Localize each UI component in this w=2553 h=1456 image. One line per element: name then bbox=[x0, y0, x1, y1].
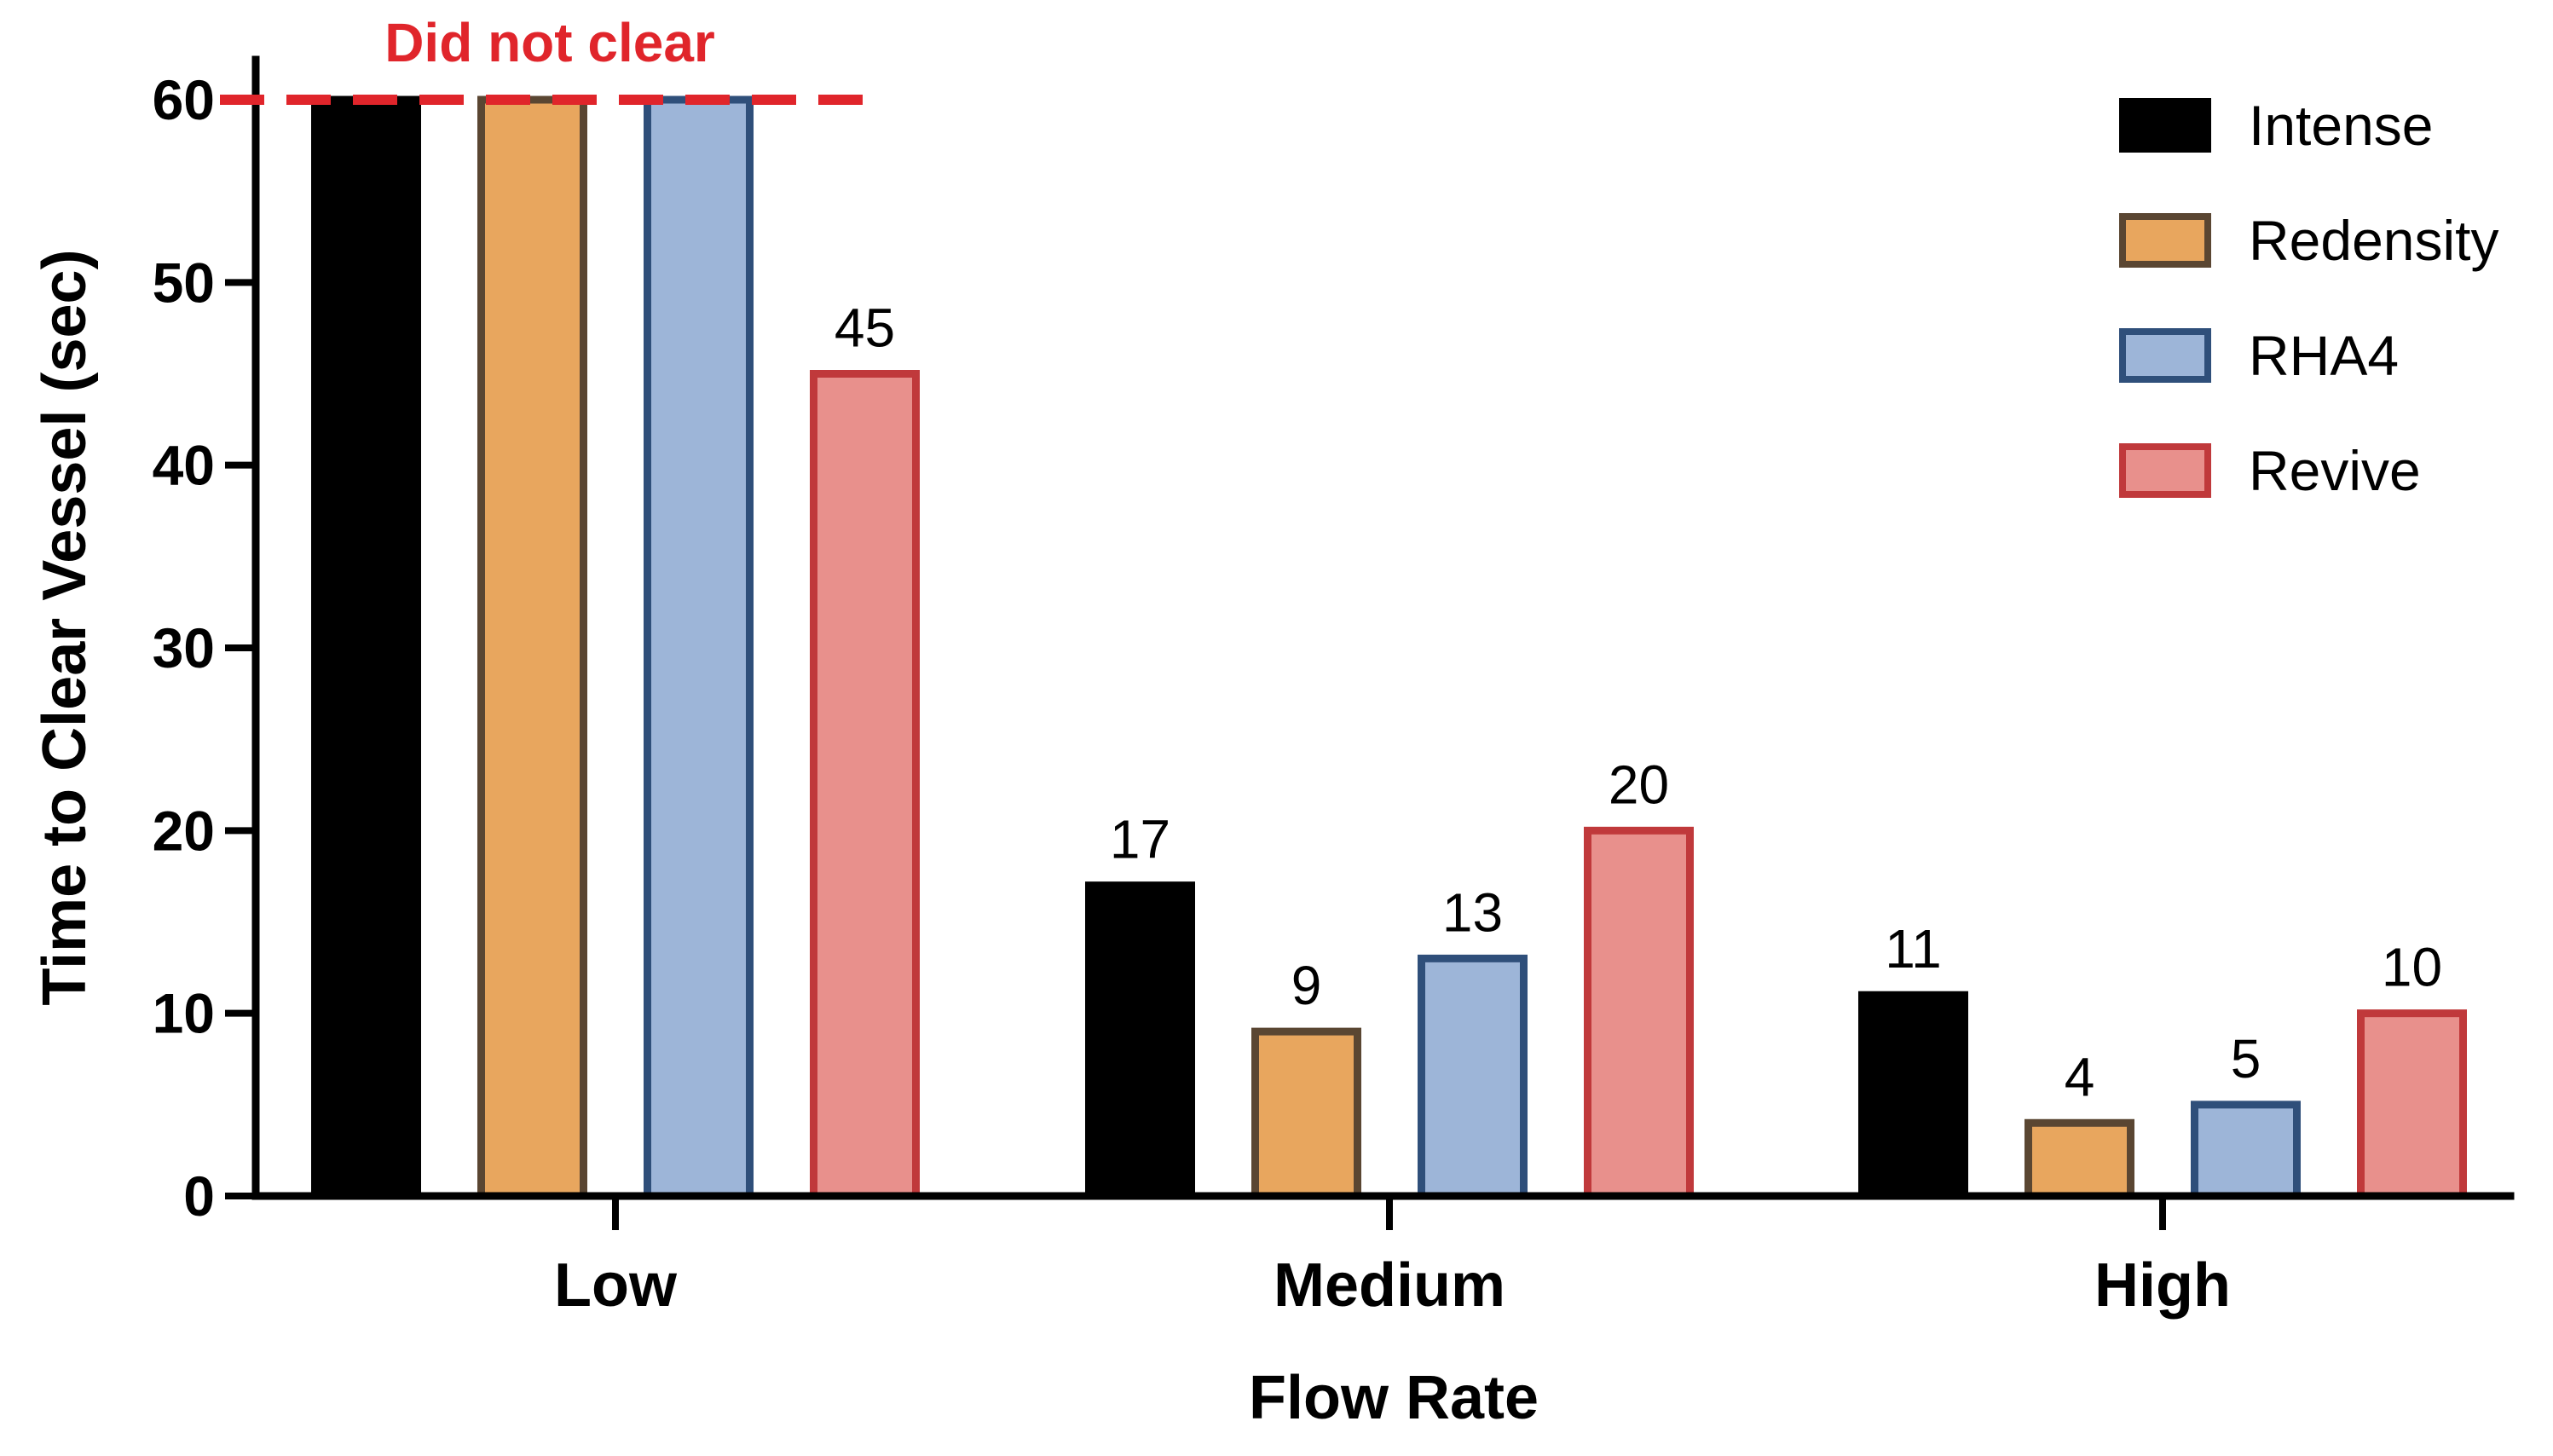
y-tick-label: 40 bbox=[153, 434, 215, 497]
legend-swatch-rha4 bbox=[2119, 328, 2211, 383]
legend-label-revive: Revive bbox=[2249, 439, 2421, 502]
bar-low-rha4 bbox=[644, 95, 754, 1200]
y-ticks-group: 0 10 20 30 40 50 60 bbox=[153, 68, 256, 1228]
x-tick-label-high: High bbox=[2094, 1251, 2231, 1320]
data-label-high-redensity: 4 bbox=[2065, 1046, 2095, 1107]
bar-medium-intense bbox=[1085, 881, 1195, 1200]
bar-low-intense bbox=[311, 95, 421, 1200]
y-tick-label: 0 bbox=[183, 1164, 215, 1228]
bar-high-revive bbox=[2357, 1009, 2467, 1200]
legend-label-intense: Intense bbox=[2249, 94, 2434, 157]
bar-medium-rha4 bbox=[1418, 954, 1528, 1200]
data-label-medium-intense: 17 bbox=[1110, 809, 1170, 870]
did-not-clear-annotation: Did not clear bbox=[384, 12, 715, 73]
bar-high-redensity bbox=[2024, 1118, 2134, 1200]
data-label-medium-revive: 20 bbox=[1609, 754, 1669, 815]
bar-low-redensity bbox=[477, 95, 587, 1200]
y-tick-label: 60 bbox=[153, 68, 215, 131]
bar-high-intense bbox=[1858, 991, 1968, 1200]
data-label-high-revive: 10 bbox=[2382, 937, 2442, 998]
bar-medium-redensity bbox=[1251, 1027, 1361, 1200]
x-tick-label-medium: Medium bbox=[1274, 1251, 1505, 1320]
data-label-low-revive: 45 bbox=[835, 298, 895, 359]
bar-medium-revive bbox=[1584, 826, 1694, 1200]
axes-group bbox=[251, 55, 2515, 1200]
y-tick-label: 30 bbox=[153, 616, 215, 679]
legend-swatch-redensity bbox=[2119, 213, 2211, 268]
bar-low-revive bbox=[810, 370, 920, 1200]
legend-label-rha4: RHA4 bbox=[2249, 324, 2399, 387]
bar-high-rha4 bbox=[2191, 1101, 2301, 1200]
y-axis-title: Time to Clear Vessel (sec) bbox=[31, 249, 99, 1005]
x-ticks-group: Low Medium High bbox=[554, 1196, 2231, 1320]
legend-swatch-intense bbox=[2119, 98, 2211, 153]
data-label-medium-rha4: 13 bbox=[1442, 881, 1503, 943]
legend: Intense Redensity RHA4 Revive bbox=[2119, 94, 2499, 502]
y-tick-label: 50 bbox=[153, 251, 215, 314]
x-tick-label-low: Low bbox=[554, 1251, 678, 1320]
annotation-group: Did not clear bbox=[220, 12, 882, 105]
legend-label-redensity: Redensity bbox=[2249, 209, 2499, 272]
y-tick-label: 10 bbox=[153, 982, 215, 1045]
data-label-high-rha4: 5 bbox=[2231, 1028, 2261, 1089]
x-axis-title: Flow Rate bbox=[1249, 1364, 1539, 1432]
data-label-high-intense: 11 bbox=[1885, 918, 1941, 979]
y-tick-label: 20 bbox=[153, 799, 215, 862]
data-label-medium-redensity: 9 bbox=[1291, 955, 1322, 1016]
legend-swatch-revive bbox=[2119, 443, 2211, 498]
